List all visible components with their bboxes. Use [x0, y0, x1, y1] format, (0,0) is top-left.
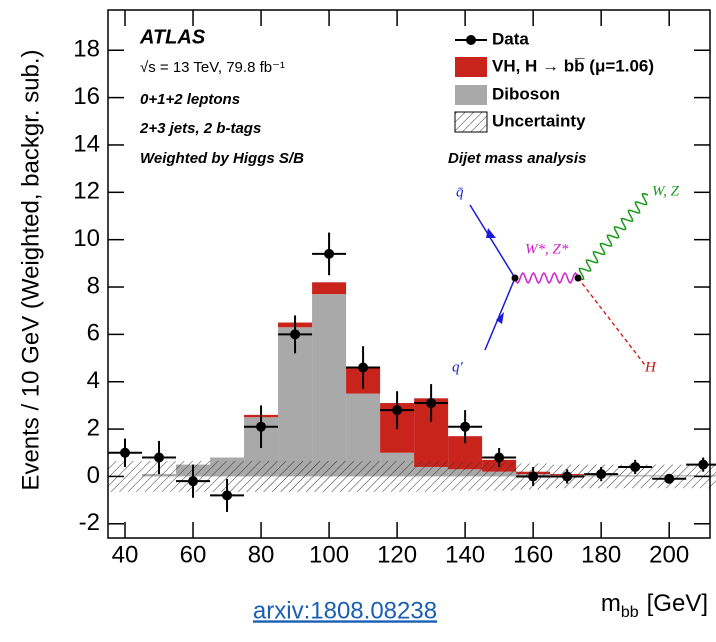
experiment-label: ATLAS: [139, 26, 206, 48]
boson-line: [577, 193, 649, 280]
legend-label: Uncertainty: [492, 111, 586, 130]
data-point: [324, 248, 335, 259]
link-text[interactable]: arxiv:1808.08238: [253, 597, 437, 624]
uncertainty-band: [312, 461, 347, 492]
data-point: [562, 471, 573, 482]
x-tick-label: 140: [445, 541, 485, 568]
data-point: [698, 459, 709, 470]
quark-line: [484, 277, 516, 351]
data-point: [460, 421, 471, 432]
y-tick-label: 14: [73, 130, 100, 157]
uncertainty-band: [380, 461, 415, 492]
uncertainty-band: [278, 461, 313, 492]
y-tick-label: -2: [79, 509, 100, 536]
data-point: [664, 473, 675, 484]
uncertainty-band: [244, 461, 279, 492]
diagram-label: q′: [452, 359, 464, 375]
legend-swatch: [454, 111, 488, 133]
data-point: [392, 405, 403, 416]
data-point: [426, 398, 437, 409]
y-tick-label: 18: [73, 36, 100, 63]
uncertainty-band: [618, 464, 653, 489]
uncertainty-band: [482, 462, 517, 491]
data-point: [630, 461, 641, 472]
x-tick-label: 80: [248, 541, 275, 568]
y-tick-label: 4: [87, 367, 100, 394]
x-tick-label: 60: [180, 541, 207, 568]
x-label-main: m: [601, 590, 621, 617]
data-point: [358, 362, 369, 373]
frame: [107, 9, 711, 539]
y-tick-label: 0: [87, 462, 100, 489]
x-label-sub: bb: [621, 604, 639, 621]
data-point: [120, 447, 131, 458]
arxiv-link[interactable]: arxiv:1808.08238: [253, 597, 437, 624]
annotation: 0+1+2 leptons: [140, 91, 240, 108]
data-point: [494, 452, 505, 463]
legend-label: VH, H → bb̅ (μ=1.06): [492, 56, 654, 75]
y-tick-label: 12: [73, 178, 100, 205]
data-point: [528, 471, 539, 482]
vertex: [511, 274, 519, 282]
feynman-diagram: q̄ q′ W*, Z* W, Z H: [452, 183, 680, 375]
histogram-bar: [312, 282, 347, 295]
legend-swatch: [455, 57, 487, 77]
vertex: [574, 274, 582, 282]
x-tick-label: 200: [649, 541, 689, 568]
uncertainty-band: [414, 461, 449, 492]
data-point: [290, 329, 301, 340]
uncertainty-band: [448, 462, 483, 491]
legend-swatch: [455, 85, 487, 105]
data-point: [188, 476, 199, 487]
y-tick-label: 6: [87, 320, 100, 347]
arrow: [496, 312, 504, 324]
diagram-label: q̄: [456, 184, 464, 200]
x-axis-label: mbb [GeV]: [601, 590, 708, 621]
data-point: [154, 452, 165, 463]
data-point: [222, 490, 233, 501]
data-point: [596, 469, 607, 480]
higgs-line: [577, 277, 646, 366]
y-tick-label: 2: [87, 414, 100, 441]
annotation: Dijet mass analysis: [448, 150, 586, 167]
energy-label: √s = 13 TeV, 79.8 fb⁻¹: [140, 59, 285, 76]
uncertainty-band: [346, 461, 381, 492]
plot-area: [108, 232, 716, 512]
x-tick-label: 100: [309, 541, 349, 568]
axes: -2 0 2 4 6 8 10 12 14 16 18 40 60 80 100 120 140 160 180 20…: [73, 10, 710, 568]
x-tick-label: 120: [377, 541, 417, 568]
legend-label: Data: [492, 29, 529, 48]
diagram-label: H: [644, 359, 657, 375]
data-point: [256, 421, 267, 432]
x-tick-label: 160: [513, 541, 553, 568]
propagator: [514, 271, 579, 285]
diagram-label: W, Z: [652, 183, 680, 199]
y-tick-label: 8: [87, 272, 100, 299]
y-axis-label: Events / 10 GeV (Weighted, backgr. sub.): [17, 49, 44, 490]
diagram-label: W*, Z*: [525, 241, 569, 257]
legend-marker: [466, 35, 476, 45]
annotation: 2+3 jets, 2 b-tags: [139, 120, 261, 137]
x-tick-label: 40: [112, 541, 139, 568]
x-label-unit: [GeV]: [647, 590, 708, 617]
histogram-bar: [312, 294, 347, 477]
annotation: Weighted by Higgs S/B: [140, 150, 304, 167]
quark-line: [469, 204, 516, 279]
arrow: [486, 228, 496, 238]
x-tick-label: 180: [581, 541, 621, 568]
y-tick-label: 16: [73, 83, 100, 110]
y-tick-label: 10: [73, 225, 100, 252]
legend-label: Diboson: [492, 84, 560, 103]
